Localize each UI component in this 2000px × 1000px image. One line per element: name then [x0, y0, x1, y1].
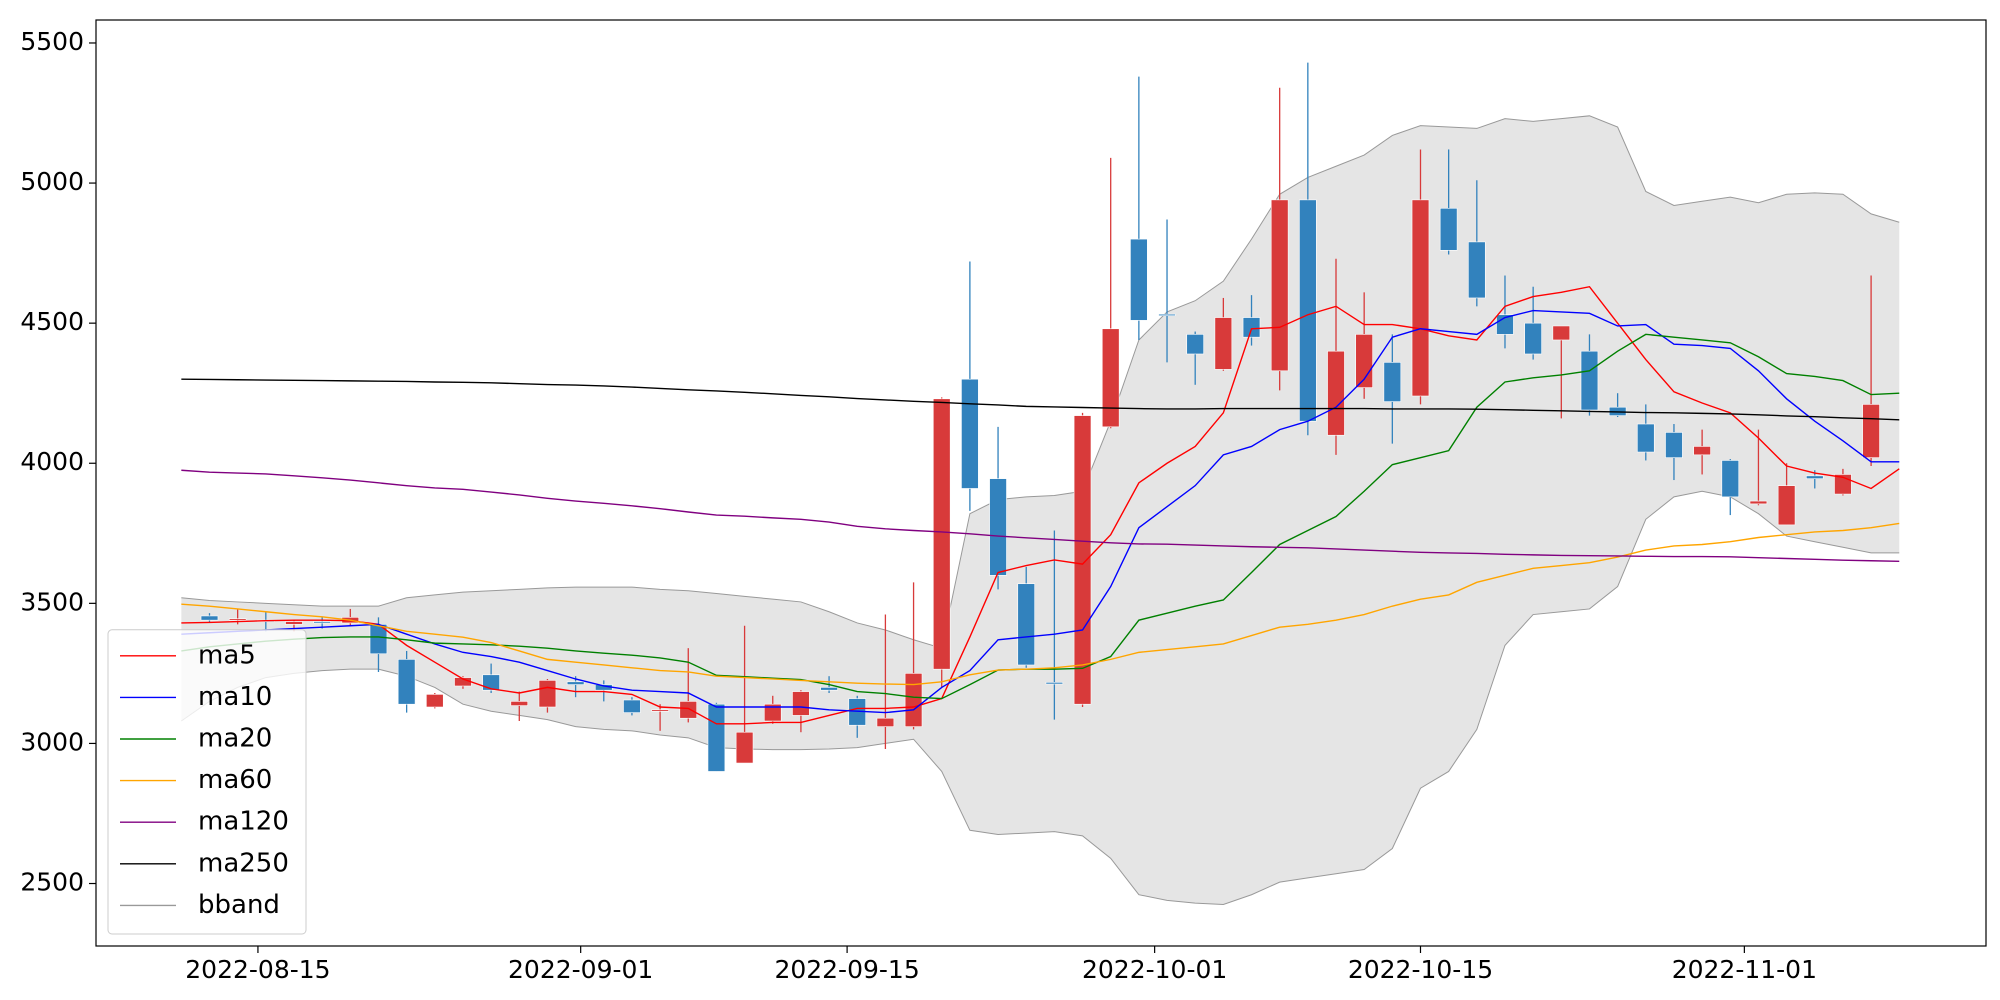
ma-line	[181, 522, 1900, 686]
candle-body	[876, 717, 895, 727]
candle-body	[228, 618, 247, 621]
candle-body	[426, 694, 444, 708]
candle-body	[792, 691, 810, 716]
plot-frame	[95, 19, 1987, 947]
candle-body	[707, 703, 726, 772]
candle-body	[482, 674, 500, 691]
candle-body	[623, 699, 641, 713]
candle-body	[1017, 583, 1035, 666]
candle-body	[1130, 238, 1148, 321]
legend-label: ma120	[198, 807, 289, 837]
y-tick-label: 3500	[20, 587, 84, 616]
legend-label: ma250	[198, 848, 289, 878]
candle-body	[538, 680, 557, 708]
x-tick-label: 2022-08-15	[185, 955, 330, 984]
candle-body	[1637, 423, 1655, 453]
candle-body	[1665, 432, 1683, 458]
candle-body	[1693, 446, 1711, 456]
candle-body	[1242, 317, 1261, 338]
candle-body	[1355, 334, 1373, 388]
candle-body	[1186, 334, 1204, 355]
candle-body	[1101, 328, 1120, 428]
candle-body	[285, 621, 303, 625]
x-tick-label: 2022-10-01	[1082, 955, 1227, 984]
candle-body	[1777, 485, 1796, 526]
candle-body	[1270, 199, 1289, 372]
candle-body	[989, 478, 1007, 576]
candle-body	[1721, 460, 1740, 498]
band-edge	[181, 115, 1900, 649]
legend-label: ma60	[198, 765, 272, 795]
candle-body	[1524, 322, 1542, 355]
candle-body	[1468, 241, 1486, 299]
legend: ma5 ma10 ma20 ma60 ma120 ma250 bband	[107, 629, 307, 935]
candle-body	[1299, 199, 1317, 422]
legend-label: ma20	[198, 724, 272, 754]
candle-body	[932, 398, 951, 670]
candle-body	[679, 701, 698, 719]
ma-line	[181, 378, 1900, 421]
candle-body	[1158, 313, 1176, 316]
candle-body	[904, 673, 923, 727]
candle-body	[1552, 325, 1571, 341]
y-tick-label: 2500	[20, 868, 84, 897]
candle-body	[510, 701, 529, 706]
candle-body	[1580, 350, 1599, 411]
legend-box	[107, 629, 307, 935]
y-tick-label: 5500	[20, 27, 84, 56]
candle-body	[1439, 207, 1458, 251]
candle-body	[735, 731, 754, 764]
candle-body	[1806, 475, 1824, 479]
candle-body	[1383, 362, 1402, 402]
candle-body	[1862, 404, 1880, 458]
candle-body	[820, 687, 838, 691]
x-tick-label: 2022-09-01	[508, 955, 653, 984]
x-tick-label: 2022-09-15	[774, 955, 919, 984]
candle-body	[566, 681, 585, 685]
candle-body	[1073, 415, 1092, 705]
candle-body	[1327, 350, 1345, 436]
ma-line	[181, 309, 1900, 714]
candle-body	[397, 659, 416, 705]
x-tick-label: 2022-10-15	[1348, 955, 1493, 984]
ma-line	[181, 469, 1900, 563]
candle-body	[651, 709, 669, 712]
ma-line	[181, 285, 1900, 725]
candle-body	[764, 703, 782, 722]
band-fill	[181, 115, 1900, 905]
legend-label: bband	[198, 890, 280, 920]
y-tick-label: 4000	[20, 447, 84, 476]
y-tick-label: 5000	[20, 167, 84, 196]
candle-body	[1749, 500, 1768, 505]
candle-body	[1214, 317, 1233, 370]
candle-body	[1045, 682, 1064, 685]
band-edge	[181, 490, 1900, 906]
x-tick-label: 2022-11-01	[1672, 955, 1817, 984]
y-tick-label: 4500	[20, 307, 84, 336]
candle-body	[313, 621, 331, 624]
legend-label: ma10	[198, 682, 272, 712]
candle-body	[961, 378, 979, 489]
candle-body	[1411, 199, 1430, 397]
candle-body	[200, 615, 219, 621]
legend-label: ma5	[198, 640, 256, 670]
y-tick-label: 3000	[20, 727, 84, 756]
